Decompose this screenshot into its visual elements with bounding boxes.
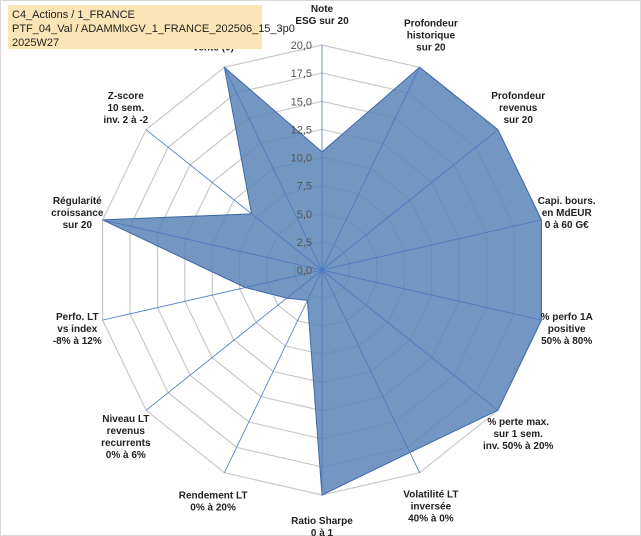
axis-label-line: 0 à 60 G€ (545, 220, 589, 231)
axis-label-line: Rendement LT (179, 491, 248, 502)
tick-label: 15,0 (291, 96, 312, 108)
axis-label-line: 0% à 20% (190, 503, 236, 514)
axis-label-line: Niveau LT (102, 414, 149, 425)
spoke-line (321, 269, 420, 473)
axis-label-line: Ratio Sharpe (291, 516, 353, 527)
axis-label-line: Note (311, 4, 334, 15)
axis-label: Perfo. LT vs index -8% à 12% (53, 312, 102, 347)
axis-label-line: sur 20 (503, 115, 533, 126)
tick-label: 10,0 (291, 153, 312, 165)
spoke-line (321, 129, 499, 271)
chart-title-box: C4_Actions / 1_FRANCE PTF_04_Val / ADAMM… (8, 5, 295, 49)
axis-label: Niveau LT revenus recurrents 0% à 6% (101, 414, 151, 461)
title-line-1: C4_Actions / 1_FRANCE (12, 9, 135, 21)
axis-label-line: ESG sur 20 (295, 16, 349, 27)
axis-label-line: Z-score (108, 91, 145, 102)
axis-label: Volatilité LT inversée 40% à 0% (403, 489, 458, 524)
spoke-line (102, 269, 323, 321)
radar-spokes (102, 45, 542, 495)
tick-label: 5,0 (297, 209, 312, 221)
spoke-line (321, 269, 499, 411)
axis-label: Profondeur historique sur 20 (404, 19, 458, 54)
spoke-line (321, 269, 542, 321)
axis-label-line: 40% à 0% (408, 513, 454, 524)
axis-label-line: 10 sem. (107, 103, 144, 114)
axis-label-line: inversée (411, 501, 452, 512)
title-line-2: PTF_04_Val / ADAMMlxGV_1_FRANCE_202506_1… (12, 23, 295, 35)
axis-label-line: 0% à 6% (106, 450, 146, 461)
tick-label: 0,0 (297, 265, 312, 277)
axis-label-line: revenus (499, 103, 538, 114)
axis-label-line: positive (548, 324, 586, 335)
axis-label-line: vs index (57, 324, 97, 335)
tick-label: 12,5 (291, 124, 312, 136)
title-line-3: 2025W27 (12, 37, 60, 49)
axis-label-line: recurrents (101, 438, 151, 449)
spoke-line (102, 219, 323, 271)
axis-label-line: Profondeur (404, 19, 458, 30)
axis-label: Rendement LT 0% à 20% (179, 491, 248, 514)
axis-label: Profondeur revenus sur 20 (491, 91, 545, 126)
axis-label-line: Régularité (53, 196, 102, 207)
spoke-line (224, 269, 323, 473)
axis-label-line: croissance (51, 208, 104, 219)
axis-label: Ratio Sharpe 0 à 1 (291, 516, 353, 536)
axis-label-line: en MdEUR (542, 208, 593, 219)
axis-label-line: Volatilité LT (403, 489, 458, 500)
spoke-line (321, 219, 542, 271)
axis-label-line: historique (407, 31, 456, 42)
axis-label-line: 0 à 1 (311, 528, 334, 536)
axis-label: Note ESG sur 20 (295, 4, 349, 27)
axis-label-line: inv. 50% à 20% (483, 441, 554, 452)
axis-label: Z-score 10 sem. inv. 2 à -2 (103, 91, 148, 126)
tick-label: 7,5 (297, 181, 312, 193)
tick-label: 17,5 (291, 68, 312, 80)
axis-label-line: Perfo. LT (56, 312, 99, 323)
axis-label-line: % perfo 1A (541, 312, 593, 323)
axis-label: % perfo 1A positive 50% à 80% (541, 312, 593, 347)
spoke-line (224, 67, 323, 271)
axis-label-line: revenus (107, 426, 146, 437)
tick-label: 2,5 (297, 237, 312, 249)
spoke-line (145, 269, 323, 411)
axis-label: % perte max. sur 1 sem. inv. 50% à 20% (483, 417, 554, 452)
spoke-line (145, 129, 323, 271)
radial-tick-labels: 0,0 2,5 5,0 7,5 10,0 12,5 15,0 17,5 20,0 (291, 40, 312, 277)
axis-label-line: Capi. bours. (538, 196, 596, 207)
axis-label-line: % perte max. (487, 417, 549, 428)
axis-label-line: Profondeur (491, 91, 545, 102)
spoke-line (321, 67, 420, 271)
axis-label: Capi. bours. en MdEUR 0 à 60 G€ (538, 196, 596, 231)
axis-label-line: -8% à 12% (53, 336, 102, 347)
axis-label-line: 50% à 80% (541, 336, 592, 347)
axis-label-line: inv. 2 à -2 (103, 115, 148, 126)
axis-label-line: sur 20 (416, 43, 446, 54)
axis-label-line: sur 1 sem. (493, 429, 543, 440)
axis-label-line: sur 20 (63, 220, 93, 231)
axis-label: Régularité croissance sur 20 (51, 196, 104, 231)
tick-label: 20,0 (291, 40, 312, 52)
